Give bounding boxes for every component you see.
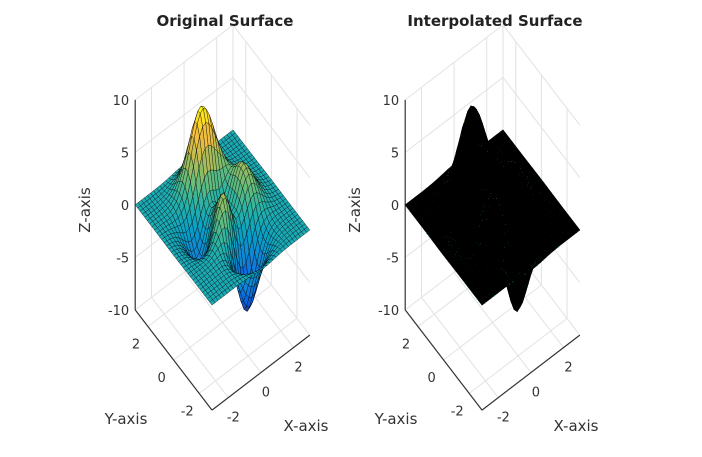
- subplot-2: -10 -5 0 5 10 -2 -2 0 0 2 2 Interpolated Surface Z-a…: [346, 12, 599, 435]
- y-tick-label: 2: [402, 338, 410, 353]
- z-tick-label: 0: [391, 199, 399, 214]
- chart-title: Interpolated Surface: [407, 12, 582, 30]
- z-tick-label: -10: [108, 304, 129, 319]
- x-axis-label: X-axis: [554, 417, 599, 435]
- x-tick-label: 0: [532, 386, 540, 401]
- y-tick-label: 2: [132, 338, 140, 353]
- z-tick-label: -5: [116, 251, 129, 266]
- z-axis-label: Z-axis: [76, 187, 94, 233]
- surface-face: [209, 299, 216, 306]
- y-tick-label: 0: [427, 371, 435, 386]
- x-tick-label: 2: [294, 361, 302, 376]
- z-tick-label: 5: [121, 146, 129, 161]
- surface-face: [479, 299, 486, 306]
- y-tick-label: -2: [451, 404, 464, 419]
- y-axis-line: [404, 309, 483, 411]
- y-axis-label: Y-axis: [104, 410, 148, 428]
- y-tick-label: 0: [157, 371, 165, 386]
- z-axis-label: Z-axis: [346, 187, 364, 233]
- x-tick-label: -2: [497, 411, 510, 426]
- z-tick-label: 0: [121, 199, 129, 214]
- chart-title: Original Surface: [157, 12, 294, 30]
- subplot-1: -10 -5 0 5 10 -2 -2 0 0 2 2 Original Surface Z-axis Y…: [76, 12, 329, 435]
- x-axis-label: X-axis: [284, 417, 329, 435]
- x-tick-label: 2: [564, 361, 572, 376]
- x-tick-label: -2: [227, 411, 240, 426]
- y-axis-line: [134, 309, 213, 411]
- y-tick-label: -2: [181, 404, 194, 419]
- z-tick-label: 10: [383, 94, 400, 109]
- z-tick-label: -10: [378, 304, 399, 319]
- z-tick-label: 10: [113, 94, 130, 109]
- x-axis-line: [211, 334, 311, 411]
- z-tick-label: -5: [386, 251, 399, 266]
- x-tick-label: 0: [262, 386, 270, 401]
- x-axis-line: [481, 334, 581, 411]
- z-tick-label: 5: [391, 146, 399, 161]
- y-axis-label: Y-axis: [374, 410, 418, 428]
